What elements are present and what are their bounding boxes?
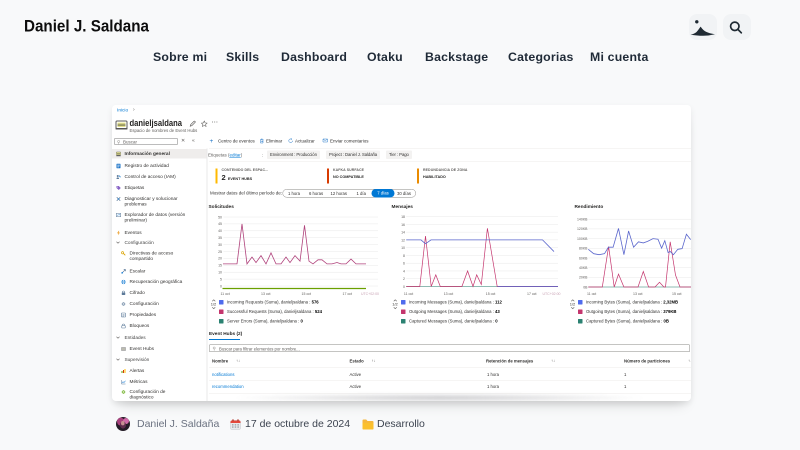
svg-text:2: 2 (403, 277, 405, 281)
svg-text:25: 25 (218, 250, 222, 254)
svg-text:8: 8 (403, 254, 405, 258)
svg-text:15 oct: 15 oct (486, 292, 496, 296)
svg-text:12: 12 (401, 238, 405, 242)
svg-text:11 oct: 11 oct (404, 292, 413, 296)
svg-text:6: 6 (403, 262, 405, 266)
svg-text:0: 0 (220, 284, 222, 288)
svg-text:20KB: 20KB (579, 276, 588, 280)
svg-text:17 oct: 17 oct (527, 292, 537, 296)
svg-text:15: 15 (218, 264, 222, 268)
svg-text:13 oct: 13 oct (261, 292, 271, 296)
svg-text:30: 30 (218, 243, 222, 247)
svg-text:14: 14 (401, 231, 405, 235)
svg-text:35: 35 (218, 236, 222, 240)
svg-text:45: 45 (218, 222, 222, 226)
svg-text:11 oct: 11 oct (221, 292, 230, 296)
svg-text:13 oct: 13 oct (633, 292, 643, 296)
svg-text:0: 0 (403, 285, 405, 289)
svg-text:13 oct: 13 oct (444, 292, 454, 296)
svg-text:5: 5 (220, 277, 222, 281)
svg-text:15 oct: 15 oct (302, 292, 312, 296)
svg-text:18: 18 (401, 215, 405, 219)
svg-text:60KB: 60KB (579, 256, 588, 260)
svg-text:20: 20 (218, 257, 222, 261)
svg-text:50: 50 (218, 215, 222, 219)
svg-text:UTC+02:00: UTC+02:00 (543, 292, 561, 296)
svg-text:10: 10 (218, 270, 222, 274)
svg-text:16: 16 (401, 223, 405, 227)
svg-text:80KB: 80KB (579, 247, 588, 251)
svg-text:danieljsaldana: danieljsaldana (130, 118, 183, 128)
svg-text:Daniel J. Saldana: Daniel J. Saldana (24, 18, 150, 36)
svg-text:40: 40 (218, 229, 222, 233)
svg-text:11 oct: 11 oct (587, 292, 596, 296)
svg-text:17 oct: 17 oct (343, 292, 353, 296)
svg-text:40KB: 40KB (579, 266, 588, 270)
svg-text:140KB: 140KB (577, 218, 588, 222)
svg-text:UTC+02:00: UTC+02:00 (361, 292, 379, 296)
svg-text:10: 10 (401, 246, 405, 250)
svg-text:120KB: 120KB (577, 227, 588, 231)
svg-text:100KB: 100KB (577, 237, 588, 241)
svg-text:4: 4 (403, 269, 405, 273)
svg-text:0B: 0B (583, 285, 588, 289)
svg-text:15 oct: 15 oct (672, 292, 682, 296)
